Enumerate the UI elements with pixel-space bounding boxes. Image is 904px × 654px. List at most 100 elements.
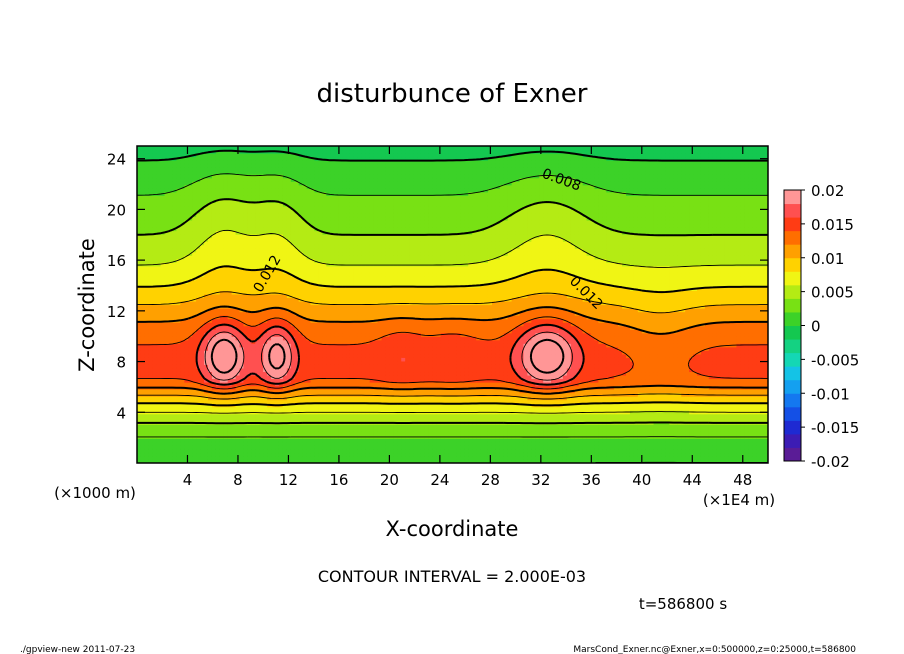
field-cell <box>251 399 256 404</box>
field-cell <box>219 360 225 365</box>
field-cell <box>207 258 213 263</box>
field-cell <box>271 329 276 334</box>
field-cell <box>267 410 272 415</box>
field-cell <box>306 184 312 189</box>
field-cell <box>263 452 268 457</box>
field-cell <box>164 272 170 277</box>
field-cell <box>255 378 260 383</box>
field-cell <box>259 392 264 397</box>
field-cell <box>259 216 264 221</box>
field-cell <box>318 381 323 387</box>
field-cell <box>330 329 335 334</box>
field-cell <box>306 381 312 387</box>
field-cell <box>137 406 142 411</box>
field-cell <box>259 209 264 214</box>
field-cell <box>338 191 343 196</box>
field-cell <box>251 198 256 203</box>
field-cell <box>160 269 166 274</box>
field-cell <box>267 234 272 239</box>
field-cell <box>176 343 181 348</box>
field-cell <box>247 219 252 225</box>
field-cell <box>326 212 331 218</box>
field-cell <box>239 455 245 461</box>
field-cell <box>192 269 197 274</box>
field-cell <box>235 452 241 457</box>
field-cell <box>275 269 280 274</box>
field-cell <box>278 308 284 313</box>
field-cell <box>192 371 197 376</box>
field-cell <box>235 399 241 404</box>
field-cell <box>334 311 339 316</box>
field-cell <box>290 304 296 309</box>
field-cell <box>152 325 158 330</box>
field-cell <box>275 336 280 341</box>
field-cell <box>294 403 300 408</box>
field-cell <box>176 279 181 284</box>
field-cell <box>259 438 264 443</box>
field-cell <box>204 424 209 429</box>
field-cell <box>204 417 209 422</box>
field-cell <box>140 255 146 260</box>
field-cell <box>184 153 189 158</box>
field-cell <box>290 357 296 362</box>
field-cell <box>290 160 296 165</box>
field-cell <box>255 452 260 457</box>
field-cell <box>172 427 178 432</box>
field-cell <box>263 413 268 418</box>
field-cell <box>164 367 170 373</box>
field-cell <box>251 181 256 186</box>
field-cell <box>243 188 249 193</box>
field-cell <box>184 392 189 397</box>
field-cell <box>140 427 146 432</box>
field-cell <box>286 315 292 320</box>
field-cell <box>156 336 162 341</box>
field-cell <box>330 452 335 457</box>
field-cell <box>306 230 312 235</box>
field-cell <box>188 364 193 369</box>
field-cell <box>140 364 146 369</box>
field-cell <box>164 181 170 186</box>
field-cell <box>349 167 355 172</box>
field-cell <box>349 181 355 186</box>
field-cell <box>322 262 327 267</box>
field-cell <box>239 367 245 373</box>
field-cell <box>318 160 323 165</box>
field-cell <box>188 262 193 267</box>
field-cell <box>144 219 150 225</box>
field-cell <box>338 286 343 292</box>
field-cell <box>215 392 221 397</box>
field-cell <box>188 431 193 436</box>
field-cell <box>204 448 209 454</box>
field-cell <box>290 212 296 218</box>
field-cell <box>168 343 174 348</box>
field-cell <box>282 336 288 341</box>
field-cell <box>196 272 201 277</box>
field-cell <box>204 385 209 390</box>
field-cell <box>259 156 264 161</box>
field-cell <box>251 329 256 334</box>
field-cell <box>164 160 170 165</box>
field-cell <box>200 353 205 358</box>
field-cell <box>168 311 174 316</box>
field-cell <box>338 448 343 454</box>
field-cell <box>286 350 292 355</box>
field-cell <box>160 227 166 232</box>
field-cell <box>137 146 142 151</box>
field-cell <box>140 318 146 323</box>
field-cell <box>286 448 292 454</box>
field-cell <box>275 244 280 249</box>
field-cell <box>322 149 327 154</box>
field-cell <box>349 290 355 295</box>
field-cell <box>346 251 351 256</box>
field-cell <box>156 357 162 362</box>
field-cell <box>176 286 181 292</box>
field-cell <box>188 325 193 330</box>
field-cell <box>251 455 256 461</box>
field-cell <box>286 184 292 189</box>
field-cell <box>227 311 233 316</box>
field-cell <box>318 431 323 436</box>
field-cell <box>342 427 347 432</box>
field-cell <box>267 184 272 189</box>
field-cell <box>152 406 158 411</box>
field-cell <box>231 258 237 263</box>
